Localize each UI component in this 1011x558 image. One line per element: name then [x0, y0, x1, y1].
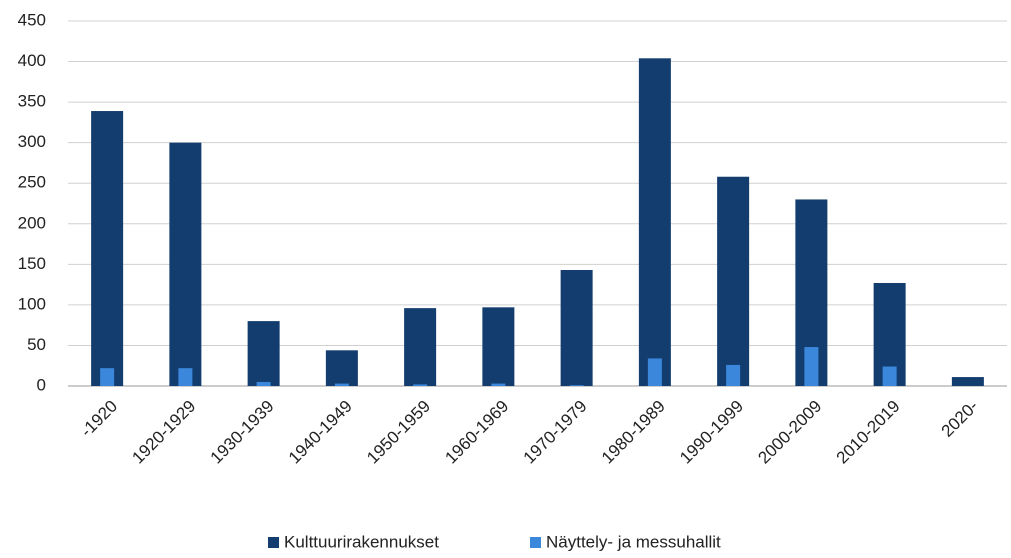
y-tick-label: 350	[18, 92, 46, 111]
bar	[91, 111, 124, 387]
x-tick-label: 1930-1939	[207, 397, 278, 468]
x-tick-label: 1920-1929	[128, 397, 199, 468]
bar	[334, 383, 349, 386]
x-tick-label: 1990-1999	[676, 397, 747, 468]
bar	[804, 347, 819, 386]
y-tick-label: 250	[18, 173, 46, 192]
x-tick-label: 1950-1959	[363, 397, 434, 468]
x-tick-label: 1980-1989	[598, 397, 669, 468]
y-tick-label: 300	[18, 132, 46, 151]
bar	[882, 366, 897, 386]
bar	[569, 385, 584, 386]
x-tick-label: 2010-2019	[833, 397, 904, 468]
bar	[169, 142, 202, 386]
bar	[491, 383, 506, 386]
y-tick-label: 400	[18, 51, 46, 70]
y-tick-label: 0	[37, 375, 46, 394]
y-tick-label: 50	[27, 335, 46, 354]
x-tick-label: -1920	[77, 397, 121, 441]
bar	[717, 176, 750, 386]
bar	[247, 321, 280, 386]
legend-label: Näyttely- ja messuhallit	[546, 532, 721, 551]
bar	[100, 368, 115, 386]
bar	[178, 368, 193, 386]
bar	[726, 364, 741, 386]
bar	[560, 270, 593, 386]
x-tick-label: 1970-1979	[520, 397, 591, 468]
x-tick-label: 1940-1949	[285, 397, 356, 468]
legend-label: Kulttuurirakennukset	[284, 532, 439, 551]
x-tick-label: 2020-	[938, 397, 982, 441]
y-tick-label: 450	[18, 10, 46, 29]
bar	[413, 384, 428, 386]
y-tick-label: 150	[18, 254, 46, 273]
bar	[325, 350, 358, 386]
x-tick-label: 2000-2009	[754, 397, 825, 468]
bar	[404, 308, 437, 386]
bar	[638, 58, 671, 387]
bar	[256, 381, 271, 386]
x-tick-label: 1960-1969	[441, 397, 512, 468]
bar	[647, 358, 662, 386]
legend-swatch	[268, 537, 279, 548]
y-tick-label: 200	[18, 213, 46, 232]
bar	[951, 377, 984, 386]
y-tick-label: 100	[18, 294, 46, 313]
legend-swatch	[530, 537, 541, 548]
bar	[482, 307, 515, 386]
